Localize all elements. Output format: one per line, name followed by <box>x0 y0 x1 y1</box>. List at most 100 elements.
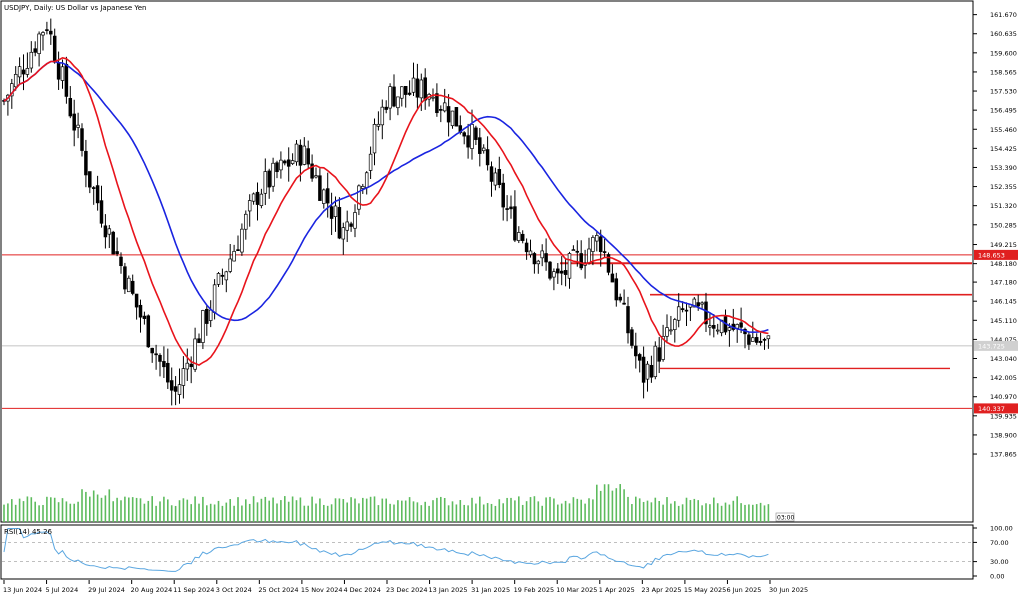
candle-body <box>267 170 271 188</box>
candle-body <box>244 213 248 230</box>
date-tick-label: 15 May 2025 <box>684 586 726 594</box>
countdown-label: 03:00 <box>777 515 794 522</box>
candle-body <box>470 124 474 149</box>
candle-body <box>754 337 759 343</box>
price-tick-label: 150.285 <box>990 221 1017 229</box>
candle-body <box>450 110 455 127</box>
candle-body <box>52 35 57 63</box>
candle-body <box>208 309 213 321</box>
candle-body <box>232 250 236 262</box>
candle-body <box>751 337 755 342</box>
date-tick-label: 1 Apr 2025 <box>599 586 635 594</box>
candle-body <box>271 162 275 187</box>
candle-body <box>618 296 622 301</box>
candle-body <box>587 248 591 264</box>
candle-body <box>442 102 447 112</box>
chart-symbol-title: USDJPY, Daily: US Dollar vs Japanese Yen <box>4 4 146 12</box>
candle-body <box>384 106 388 110</box>
candle-body <box>364 172 369 188</box>
candle-body <box>314 175 318 178</box>
candle-body <box>345 221 349 231</box>
candle-body <box>275 162 279 173</box>
candle-body <box>255 191 260 205</box>
candle-body <box>306 148 310 165</box>
candle-body <box>127 277 131 293</box>
candle-body <box>708 325 712 328</box>
candle-body <box>653 345 658 378</box>
candle-body <box>563 270 568 275</box>
price-tick-label: 157.530 <box>990 88 1017 96</box>
rsi-tick-label: 0.00 <box>990 573 1004 581</box>
date-tick-label: 29 Jul 2024 <box>88 586 125 594</box>
candle-body <box>99 200 104 224</box>
price-tick-label: 151.320 <box>990 202 1017 210</box>
candle-body <box>669 329 673 332</box>
candle-body <box>645 363 650 380</box>
candle-body <box>197 338 201 344</box>
date-tick-label: 11 Sep 2024 <box>173 586 214 594</box>
candle-body <box>150 347 154 354</box>
candle-body <box>60 66 65 81</box>
candle-body <box>189 363 193 368</box>
candle-body <box>185 362 190 370</box>
candle-body <box>497 169 502 185</box>
candle-body <box>17 66 22 78</box>
candle-body <box>657 347 661 362</box>
candle-body <box>84 150 88 176</box>
current-price-label-box <box>974 340 1018 351</box>
candle-body <box>692 298 697 308</box>
candle-body <box>56 62 61 80</box>
candle-body <box>411 77 416 93</box>
candle-body <box>400 86 404 99</box>
current-price-label: 143.725 <box>978 342 1005 350</box>
candle-body <box>528 250 533 256</box>
candle-body <box>544 253 548 263</box>
candle-body <box>115 251 119 255</box>
candle-body <box>333 205 338 217</box>
date-tick-label: 5 Jul 2024 <box>46 586 79 594</box>
candle-body <box>661 335 665 360</box>
candle-body <box>380 106 385 126</box>
price-tick-label: 154.425 <box>990 145 1017 153</box>
candle-body <box>372 124 377 154</box>
candle-body <box>462 132 466 137</box>
candle-body <box>622 302 626 305</box>
candle-body <box>735 324 739 329</box>
candle-body <box>325 188 330 204</box>
price-tick-label: 152.355 <box>990 183 1017 191</box>
candle-body <box>575 250 580 253</box>
volume-bars: 03:00 <box>3 484 795 522</box>
candle-body <box>665 327 669 337</box>
candle-body <box>739 322 743 328</box>
date-tick-label: 20 Aug 2024 <box>131 586 173 594</box>
candle-body <box>407 92 412 95</box>
price-tick-label: 160.635 <box>990 30 1017 38</box>
candle-body <box>286 159 291 167</box>
price-tick-label: 143.040 <box>990 355 1017 363</box>
candle-body <box>103 225 108 238</box>
countdown-box <box>775 512 795 522</box>
candle-body <box>205 308 209 324</box>
candle-body <box>283 160 287 164</box>
candle-body <box>259 193 264 206</box>
date-tick-label: 25 Oct 2024 <box>258 586 298 594</box>
candle-body <box>111 231 115 255</box>
candle-body <box>294 143 299 163</box>
slow-moving-average-line <box>3 60 769 334</box>
candle-body <box>181 368 186 386</box>
candle-body <box>368 153 373 171</box>
candle-body <box>224 271 229 281</box>
candle-body <box>630 329 634 346</box>
candle-body <box>403 86 408 95</box>
candle-body <box>201 310 205 343</box>
candle-body <box>579 253 583 269</box>
candle-body <box>556 268 560 274</box>
main-pane-frame <box>0 0 974 523</box>
rsi-axis: 100.00 70.00 30.00 0.00 <box>973 525 1013 581</box>
candle-body <box>466 135 470 148</box>
candle-body <box>415 78 420 98</box>
candle-body <box>107 228 112 235</box>
candle-body <box>439 109 443 111</box>
candle-body <box>193 338 197 370</box>
